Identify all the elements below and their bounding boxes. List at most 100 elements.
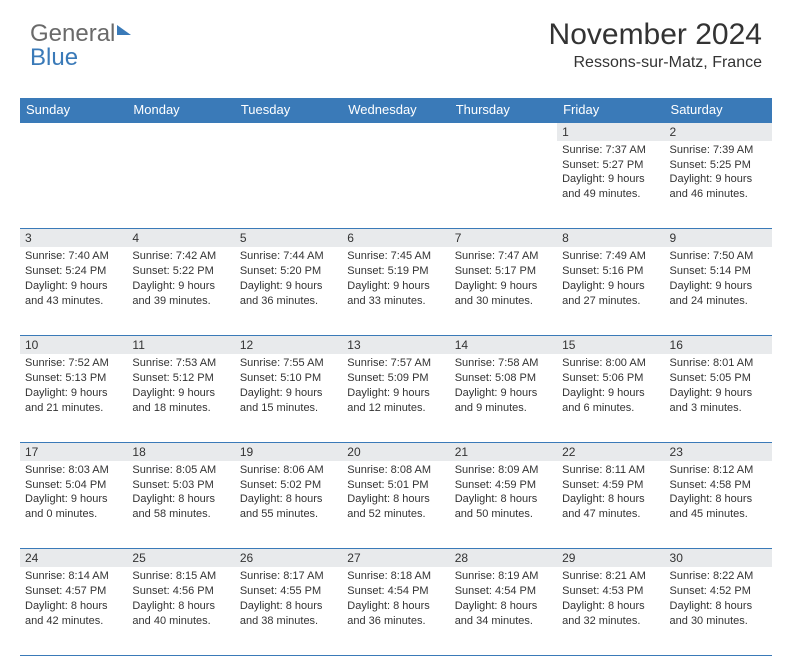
- sunset-text: Sunset: 5:02 PM: [240, 479, 321, 491]
- sunset-text: Sunset: 5:08 PM: [455, 372, 536, 384]
- sunrise-text: Sunrise: 8:15 AM: [132, 570, 216, 582]
- day-number-cell: 18: [127, 442, 234, 461]
- day-info-cell: Sunrise: 8:17 AMSunset: 4:55 PMDaylight:…: [235, 567, 342, 655]
- daylight-text: Daylight: 9 hours and 36 minutes.: [240, 280, 323, 307]
- sunset-text: Sunset: 5:06 PM: [562, 372, 643, 384]
- day-info-cell: Sunrise: 8:05 AMSunset: 5:03 PMDaylight:…: [127, 461, 234, 549]
- daynum-row: 10111213141516: [20, 335, 772, 354]
- day-header-row: Sunday Monday Tuesday Wednesday Thursday…: [20, 98, 772, 122]
- sunrise-text: Sunrise: 7:44 AM: [240, 250, 324, 262]
- sunset-text: Sunset: 4:58 PM: [670, 479, 751, 491]
- daylight-text: Daylight: 9 hours and 12 minutes.: [347, 387, 430, 414]
- daylight-text: Daylight: 8 hours and 36 minutes.: [347, 600, 430, 627]
- day-header: Tuesday: [235, 98, 342, 122]
- day-header: Saturday: [665, 98, 772, 122]
- sunset-text: Sunset: 5:17 PM: [455, 265, 536, 277]
- day-info-cell: Sunrise: 7:39 AMSunset: 5:25 PMDaylight:…: [665, 141, 772, 229]
- page-title: November 2024: [30, 18, 762, 52]
- day-info-cell: Sunrise: 8:14 AMSunset: 4:57 PMDaylight:…: [20, 567, 127, 655]
- day-info-cell: Sunrise: 7:44 AM Sunset: 5:20 PM Daylight:…: [235, 247, 342, 335]
- day-number-cell: 6: [342, 229, 449, 248]
- day-info-cell: Sunrise: 7:47 AMSunset: 5:17 PMDaylight:…: [450, 247, 557, 335]
- daylight-text: Daylight: 8 hours and 52 minutes.: [347, 493, 430, 520]
- sunrise-text: Sunrise: 7:55 AM: [240, 357, 324, 369]
- daylight-text: Daylight: 9 hours and 6 minutes.: [562, 387, 645, 414]
- sunset-text: Sunset: 4:56 PM: [132, 585, 213, 597]
- day-number-cell: 2: [665, 122, 772, 141]
- sunset-text: Sunset: 4:59 PM: [562, 479, 643, 491]
- day-number-cell: 10: [20, 335, 127, 354]
- daylight-text: Daylight: 9 hours and 33 minutes.: [347, 280, 430, 307]
- sunrise-text: Sunrise: 7:47 AM: [455, 250, 539, 262]
- day-number-cell: 24: [20, 549, 127, 568]
- title-block: November 2024 Ressons-sur-Matz, France: [30, 18, 762, 72]
- sunset-text: Sunset: 5:13 PM: [25, 372, 106, 384]
- day-info-cell: Sunrise: 8:06 AMSunset: 5:02 PMDaylight:…: [235, 461, 342, 549]
- logo-line2: Blue: [30, 44, 78, 72]
- day-info-cell: [235, 141, 342, 229]
- info-row: Sunrise: 7:40 AMSunset: 5:24 PMDaylight:…: [20, 247, 772, 335]
- day-header: Sunday: [20, 98, 127, 122]
- sunrise-text: Sunrise: 8:17 AM: [240, 570, 324, 582]
- day-info-cell: Sunrise: 7:40 AMSunset: 5:24 PMDaylight:…: [20, 247, 127, 335]
- day-number-cell: 13: [342, 335, 449, 354]
- info-row: Sunrise: 7:52 AMSunset: 5:13 PMDaylight:…: [20, 354, 772, 442]
- day-number-cell: [342, 122, 449, 141]
- day-info-cell: Sunrise: 7:45 AMSunset: 5:19 PMDaylight:…: [342, 247, 449, 335]
- day-info-cell: Sunrise: 7:49 AMSunset: 5:16 PMDaylight:…: [557, 247, 664, 335]
- calendar-table: Sunday Monday Tuesday Wednesday Thursday…: [20, 98, 772, 656]
- daylight-text: Daylight: 8 hours and 40 minutes.: [132, 600, 215, 627]
- daylight-text: Daylight: 8 hours and 38 minutes.: [240, 600, 323, 627]
- daylight-text: Daylight: 9 hours and 21 minutes.: [25, 387, 108, 414]
- day-info-cell: Sunrise: 7:37 AMSunset: 5:27 PMDaylight:…: [557, 141, 664, 229]
- day-info-cell: Sunrise: 7:50 AMSunset: 5:14 PMDaylight:…: [665, 247, 772, 335]
- location-text: Ressons-sur-Matz, France: [30, 54, 762, 72]
- day-info-cell: [20, 141, 127, 229]
- daylight-text: Daylight: 8 hours and 42 minutes.: [25, 600, 108, 627]
- day-number-cell: 25: [127, 549, 234, 568]
- day-header: Thursday: [450, 98, 557, 122]
- daylight-text: Daylight: 8 hours and 30 minutes.: [670, 600, 753, 627]
- sunrise-text: Sunrise: 7:53 AM: [132, 357, 216, 369]
- sunset-text: Sunset: 5:22 PM: [132, 265, 213, 277]
- day-info-cell: Sunrise: 8:21 AMSunset: 4:53 PMDaylight:…: [557, 567, 664, 655]
- sunset-text: Sunset: 4:59 PM: [455, 479, 536, 491]
- sunset-text: Sunset: 5:05 PM: [670, 372, 751, 384]
- day-info-cell: Sunrise: 8:12 AMSunset: 4:58 PMDaylight:…: [665, 461, 772, 549]
- logo-triangle-icon: [117, 25, 131, 35]
- day-number-cell: 15: [557, 335, 664, 354]
- day-number-cell: 16: [665, 335, 772, 354]
- day-number-cell: 5: [235, 229, 342, 248]
- sunset-text: Sunset: 5:27 PM: [562, 159, 643, 171]
- daylight-text: Daylight: 9 hours and 49 minutes.: [562, 173, 645, 200]
- sunrise-text: Sunrise: 7:39 AM: [670, 144, 754, 156]
- sunrise-text: Sunrise: 8:05 AM: [132, 464, 216, 476]
- day-info-cell: Sunrise: 7:58 AMSunset: 5:08 PMDaylight:…: [450, 354, 557, 442]
- sunset-text: Sunset: 5:20 PM: [240, 265, 321, 277]
- sunset-text: Sunset: 5:10 PM: [240, 372, 321, 384]
- day-info-cell: Sunrise: 8:22 AMSunset: 4:52 PMDaylight:…: [665, 567, 772, 655]
- sunset-text: Sunset: 4:54 PM: [455, 585, 536, 597]
- day-number-cell: 8: [557, 229, 664, 248]
- day-number-cell: 12: [235, 335, 342, 354]
- daylight-text: Daylight: 8 hours and 47 minutes.: [562, 493, 645, 520]
- daynum-row: 12: [20, 122, 772, 141]
- sunrise-text: Sunrise: 8:09 AM: [455, 464, 539, 476]
- daylight-text: Daylight: 9 hours and 9 minutes.: [455, 387, 538, 414]
- day-info-cell: Sunrise: 8:09 AMSunset: 4:59 PMDaylight:…: [450, 461, 557, 549]
- sunrise-text: Sunrise: 7:50 AM: [670, 250, 754, 262]
- daylight-text: Daylight: 8 hours and 32 minutes.: [562, 600, 645, 627]
- day-number-cell: 29: [557, 549, 664, 568]
- day-info-cell: Sunrise: 8:03 AMSunset: 5:04 PMDaylight:…: [20, 461, 127, 549]
- day-info-cell: [450, 141, 557, 229]
- info-row: Sunrise: 8:14 AMSunset: 4:57 PMDaylight:…: [20, 567, 772, 655]
- day-info-cell: Sunrise: 8:18 AMSunset: 4:54 PMDaylight:…: [342, 567, 449, 655]
- day-info-cell: Sunrise: 8:11 AMSunset: 4:59 PMDaylight:…: [557, 461, 664, 549]
- sunrise-text: Sunrise: 7:45 AM: [347, 250, 431, 262]
- day-info-cell: Sunrise: 8:15 AM Sunset: 4:56 PM Daylight:…: [127, 567, 234, 655]
- day-info-cell: Sunrise: 8:01 AMSunset: 5:05 PMDaylight:…: [665, 354, 772, 442]
- daylight-text: Daylight: 8 hours and 45 minutes.: [670, 493, 753, 520]
- day-number-cell: 14: [450, 335, 557, 354]
- day-info-cell: Sunrise: 8:08 AMSunset: 5:01 PMDaylight:…: [342, 461, 449, 549]
- daynum-row: 17181920212223: [20, 442, 772, 461]
